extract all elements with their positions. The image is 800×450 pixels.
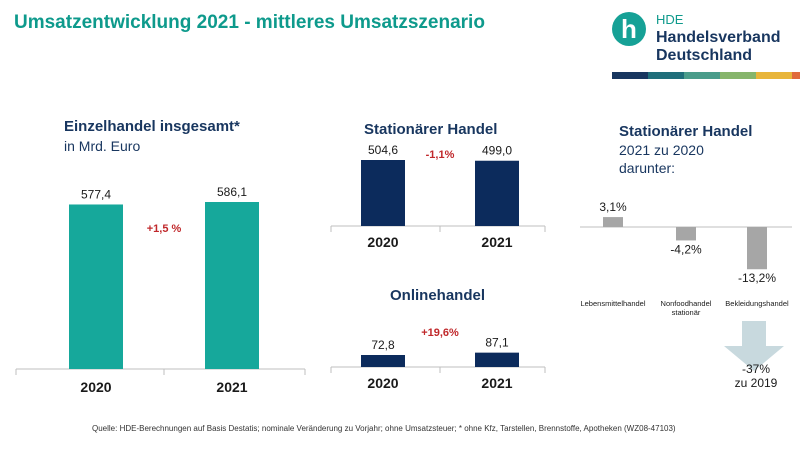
chart1-category-label: 2020 (80, 379, 111, 395)
chart3-value-label: 72,8 (371, 338, 395, 352)
chart3-category-label: 2021 (481, 375, 512, 391)
chart4-value-label: 3,1% (599, 200, 627, 214)
chart1-bar (205, 202, 259, 369)
page-title: Umsatzentwicklung 2021 - mittleres Umsat… (14, 12, 485, 33)
arrow-annotation: -37% zu 2019 (728, 362, 784, 390)
logo-stripe (756, 72, 792, 79)
chart1-title: Einzelhandel insgesamt* (64, 118, 240, 135)
chart1-value-label: 586,1 (217, 185, 247, 199)
chart1-change-label: +1,5 % (147, 223, 182, 235)
logo-color-stripes (612, 72, 800, 79)
logo-line-2: Handelsverband (656, 29, 781, 46)
chart2-bar (475, 160, 519, 226)
chart2-change-label: -1,1% (426, 149, 455, 161)
chart4-value-label: -13,2% (738, 271, 776, 285)
chart4-subtitle-2: darunter: (619, 160, 676, 176)
chart3-bar (361, 355, 405, 367)
chart4-bar (747, 227, 767, 270)
chart3-category-label: 2020 (367, 375, 398, 391)
chart2-title: Stationärer Handel (364, 121, 498, 138)
logo-glyph: h (621, 14, 637, 44)
chart3-bar (475, 352, 519, 367)
chart4-category-label: stationär (672, 308, 701, 317)
chart2-value-label: 504,6 (368, 143, 398, 157)
chart1-subtitle: in Mrd. Euro (64, 138, 141, 154)
source-note: Quelle: HDE-Berechnungen auf Basis Desta… (92, 424, 676, 433)
logo-stripe (684, 72, 720, 79)
chart1-category-label: 2021 (216, 379, 247, 395)
chart4-category-label: Bekleidungshandel (725, 299, 789, 308)
chart4-value-label: -4,2% (670, 242, 702, 256)
arrow-annotation-value: -37% (741, 362, 770, 376)
logo-stripe (648, 72, 684, 79)
chart3-value-label: 87,1 (485, 336, 509, 350)
chart2-category-label: 2021 (481, 234, 512, 250)
chart4-category-label: Nonfoodhandel (661, 299, 712, 308)
arrow-annotation-ref: zu 2019 (734, 376, 778, 390)
logo-text: HDE Handelsverband Deutschland (656, 11, 780, 65)
logo-circle-icon (612, 12, 646, 46)
chart1-value-label: 577,4 (81, 187, 111, 201)
chart3-title: Onlinehandel (390, 287, 486, 304)
chart2-value-label: 499,0 (482, 144, 512, 158)
down-arrow-icon (724, 321, 784, 371)
chart2-category-label: 2020 (367, 234, 398, 250)
logo-stripe (612, 72, 648, 79)
chart4-title: Stationärer Handel (619, 123, 753, 140)
logo-line-3: Deutschland (656, 47, 753, 64)
chart3-change-label: +19,6% (421, 327, 459, 339)
chart4-category-label: Lebensmittelhandel (580, 299, 645, 308)
logo-stripe (720, 72, 756, 79)
chart4-subtitle: 2021 zu 2020 (619, 142, 704, 158)
hde-logo: h HDE Handelsverband Deutschland (606, 6, 800, 82)
chart1-bar (69, 204, 123, 369)
logo-line-1: HDE (656, 12, 684, 27)
chart2-bar (361, 160, 405, 226)
chart4-bar (676, 227, 696, 241)
logo-stripe (792, 72, 800, 79)
chart4-bar (603, 217, 623, 227)
